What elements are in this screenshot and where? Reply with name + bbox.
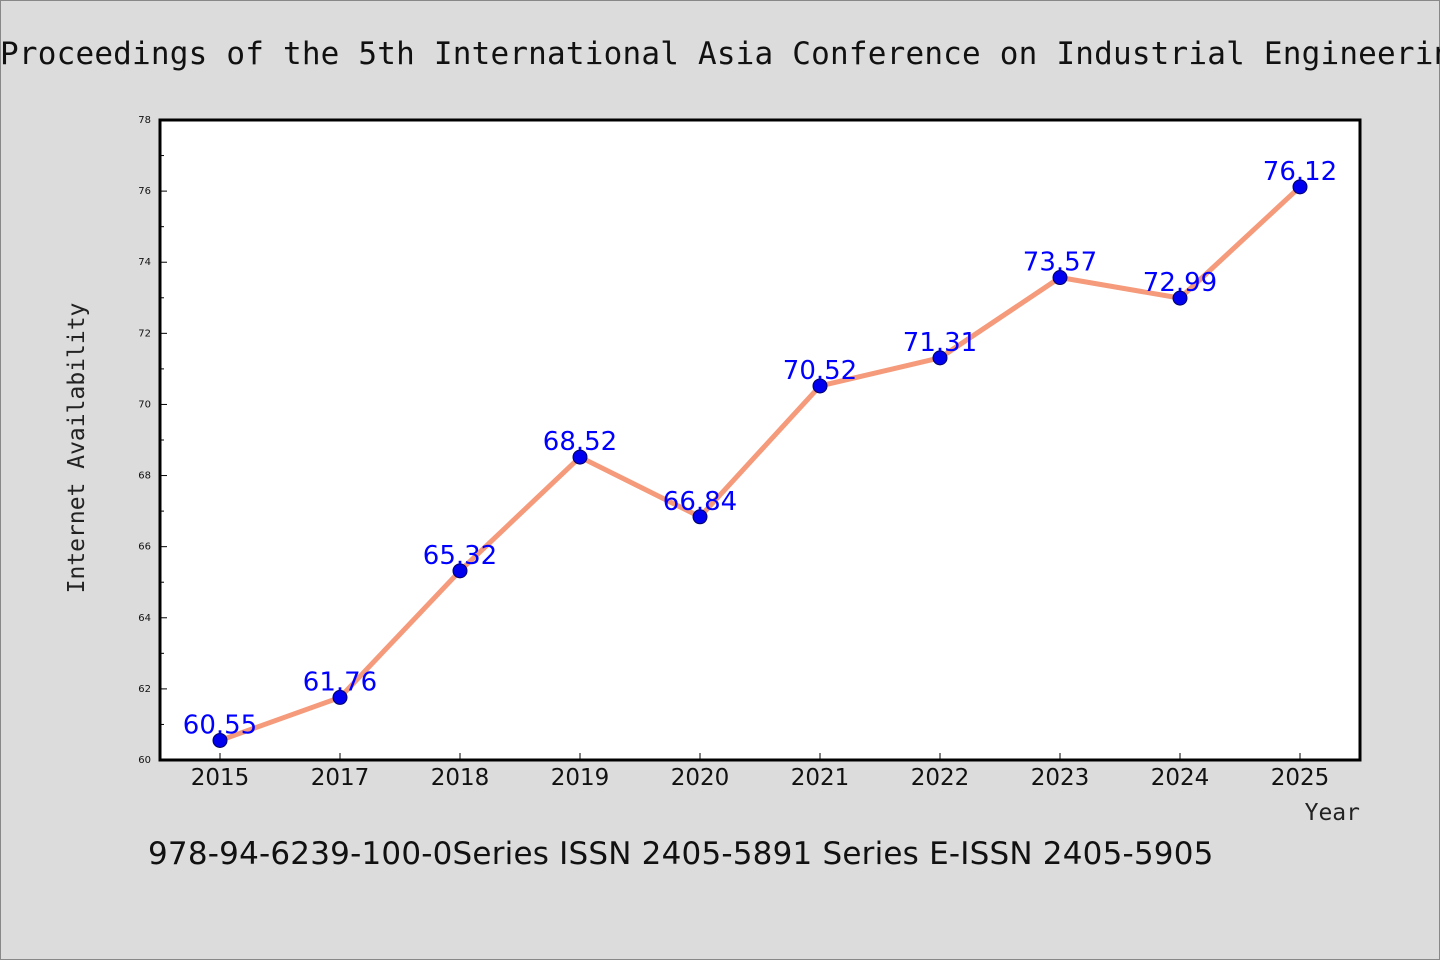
- y-tick-label: 68: [138, 471, 151, 482]
- series-line: [217, 184, 1303, 743]
- x-tick-label: 2025: [1271, 765, 1330, 791]
- y-tick-label: 60: [138, 755, 151, 766]
- data-point-marker: [332, 689, 348, 705]
- data-point-label: 70.52: [783, 356, 857, 386]
- data-point-label: 76.12: [1263, 157, 1337, 187]
- y-tick-label: 64: [138, 613, 151, 624]
- data-point-marker: [1292, 179, 1308, 195]
- x-tick-label: 2019: [551, 765, 610, 791]
- data-point-marker: [692, 509, 708, 525]
- data-point-label: 72.99: [1143, 268, 1217, 298]
- x-tick-label: 2021: [791, 765, 850, 791]
- footer-issn-text: 978-94-6239-100-0Series ISSN 2405-5891 S…: [148, 836, 1214, 872]
- x-tick-label: 2018: [431, 765, 490, 791]
- x-tick-label: 2022: [911, 765, 970, 791]
- y-tick-label: 62: [138, 684, 151, 695]
- plot-area: [158, 118, 1362, 762]
- x-tick-label: 2017: [311, 765, 370, 791]
- data-point-label: 73.57: [1023, 248, 1097, 278]
- data-labels: 60.55 61.76 65.32 68.52 66.84 70.52 71.31 73.57…: [183, 157, 1337, 741]
- x-tick-label: 2023: [1031, 765, 1090, 791]
- data-point-label: 71.31: [903, 328, 977, 358]
- y-tick-label: 66: [138, 542, 151, 553]
- x-tick-label: 2020: [671, 765, 730, 791]
- y-tick-label: 72: [138, 328, 151, 339]
- y-tick-label: 74: [138, 257, 151, 268]
- data-point-label: 61.76: [303, 667, 377, 697]
- x-axis: 2015 2017 2018 2019 2020 2021 2022 2023 2024 2025: [191, 753, 1330, 791]
- page-header-title: Proceedings of the 5th International Asi…: [0, 36, 1440, 72]
- data-point-label: 68.52: [543, 427, 617, 457]
- x-tick-label: 2015: [191, 765, 250, 791]
- data-point-marker: [572, 449, 588, 465]
- y-axis-label: Internet Availability: [64, 303, 90, 594]
- data-point-label: 66.84: [663, 487, 737, 517]
- data-point-marker: [452, 563, 468, 579]
- y-tick-label: 70: [138, 399, 151, 410]
- data-point-marker: [1172, 290, 1188, 306]
- data-point-marker: [1052, 270, 1068, 286]
- y-tick-label: 76: [138, 186, 151, 197]
- series-markers: [212, 179, 1308, 748]
- y-axis: 60 62 64 66 68 70 72 74 76 78: [138, 115, 167, 766]
- x-axis-label: Year: [1305, 800, 1360, 826]
- data-point-label: 65.32: [423, 541, 497, 571]
- data-point-marker: [812, 378, 828, 394]
- data-point-label: 60.55: [183, 710, 257, 740]
- data-point-marker: [932, 350, 948, 366]
- y-tick-label: 78: [138, 115, 151, 126]
- x-tick-label: 2024: [1151, 765, 1210, 791]
- data-point-marker: [212, 732, 228, 748]
